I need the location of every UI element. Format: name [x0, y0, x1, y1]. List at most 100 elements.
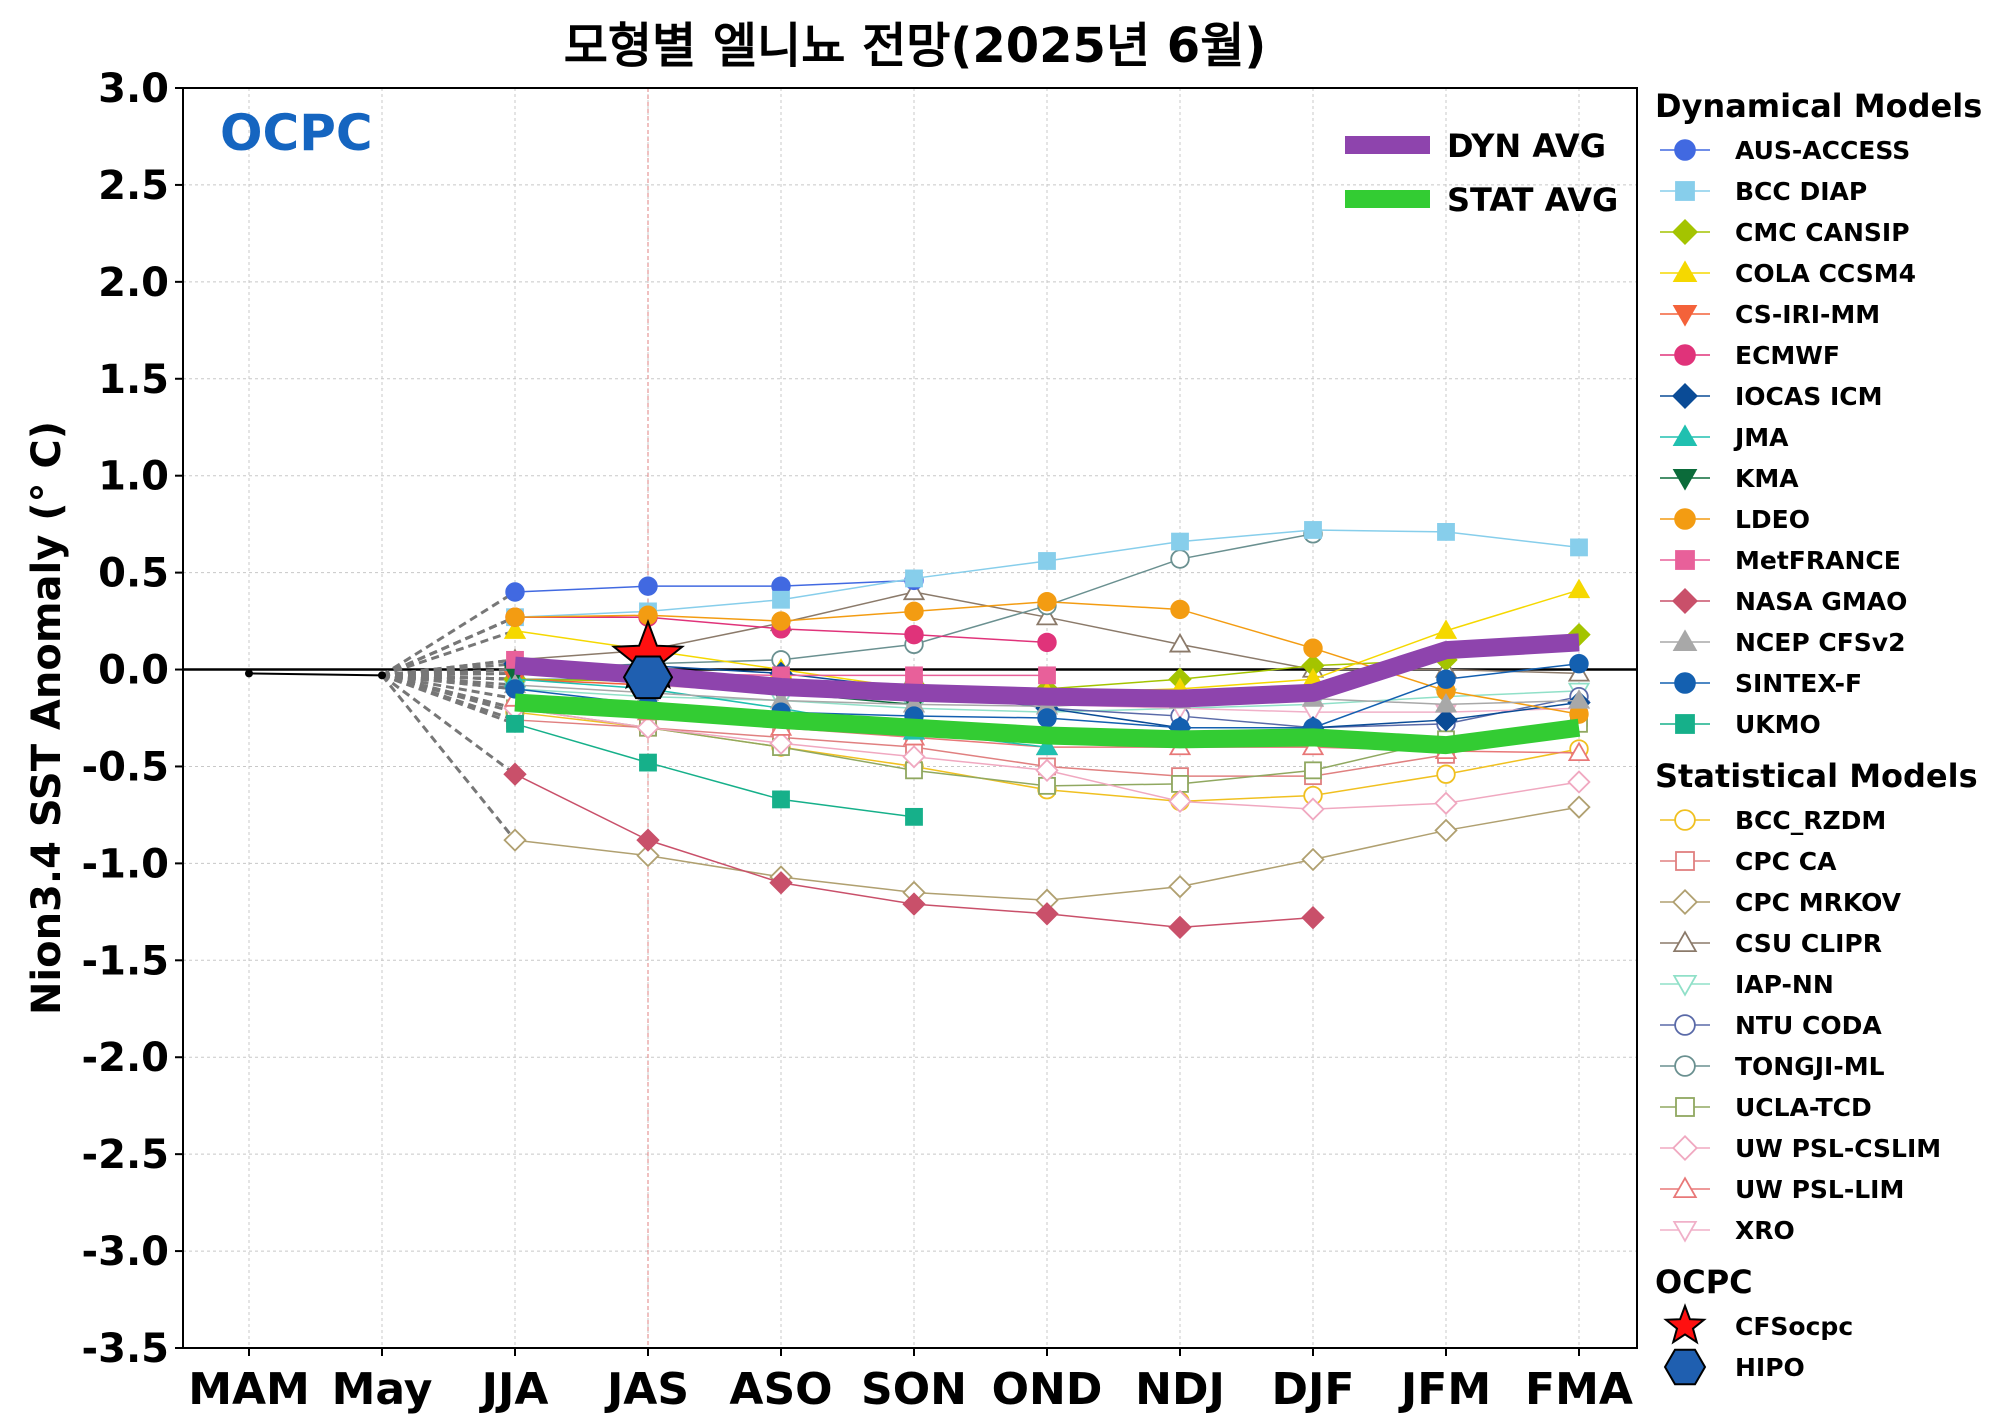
metfrance-point	[905, 666, 923, 685]
ecmwf-point	[1037, 632, 1057, 653]
forecast-connector	[381, 673, 516, 714]
sintex-f-legend-label: SINTEX-F	[1735, 669, 1862, 698]
hipo-legend-marker	[1663, 1348, 1707, 1386]
hipo-point	[622, 655, 674, 700]
nasa-gmao-point	[1168, 915, 1192, 940]
uw-psl-cslim-point	[1567, 770, 1591, 794]
ncep-cfsv2-point	[1434, 693, 1458, 713]
forecast-connector	[381, 671, 516, 677]
observed-line	[248, 672, 383, 677]
ocpc-logo: OCPC	[220, 104, 373, 162]
forecast-connector	[381, 673, 516, 722]
stat-avg-line	[514, 693, 1581, 755]
metfrance-legend-marker	[1675, 550, 1695, 570]
forecast-connector	[381, 673, 516, 687]
aus-access-line	[514, 579, 915, 593]
y-tick-label: 2.0	[98, 260, 169, 306]
nasa-gmao-point	[1301, 905, 1325, 930]
kma-legend-label: KMA	[1735, 464, 1799, 493]
uw-psl-cslim-point	[902, 745, 926, 769]
tongji-ml-legend-marker	[1674, 1055, 1696, 1077]
bcc-diap-point	[1304, 521, 1322, 539]
ukmo-legend-marker	[1675, 714, 1695, 734]
nasa-gmao-point	[769, 871, 793, 895]
ukmo-point	[772, 790, 790, 809]
iocas-icm-legend-label: IOCAS ICM	[1735, 382, 1883, 411]
ldeo-point	[904, 601, 924, 622]
y-tick-label: -0.5	[82, 744, 169, 790]
cfsocpc-legend-marker	[1663, 1303, 1707, 1345]
ucla-tcd-legend-marker	[1675, 1097, 1695, 1117]
cpc-mrkov-point	[503, 828, 527, 852]
uw-psl-lim-legend-label: UW PSL-LIM	[1735, 1175, 1904, 1204]
y-tick-label: 1.5	[98, 357, 169, 403]
uw-psl-lim-point	[1567, 741, 1591, 761]
aus-access-point	[505, 582, 525, 602]
bcc-rzdm-legend-marker	[1674, 809, 1696, 831]
y-tick-label: -2.5	[82, 1132, 169, 1178]
bcc-rzdm-point	[1436, 764, 1456, 784]
ukmo-series	[506, 714, 923, 826]
metfrance-point	[1038, 666, 1056, 685]
hipo-legend-label: HIPO	[1735, 1353, 1805, 1382]
sintex-f-point	[1436, 669, 1456, 689]
forecast-connector	[381, 615, 516, 677]
x-tick-label: FMA	[1525, 1364, 1633, 1415]
tongji-ml-legend-label: TONGJI-ML	[1735, 1052, 1885, 1081]
ukmo-legend-label: UKMO	[1735, 710, 1821, 739]
model-legend: Dynamical Models AUS-ACCESS BCC DIAP CMC CA…	[1655, 87, 1982, 1386]
kma-legend-marker	[1672, 468, 1698, 491]
nasa-gmao-legend-label: NASA GMAO	[1735, 587, 1907, 616]
y-tick-label: -3.0	[82, 1229, 169, 1275]
forecast-connector	[381, 658, 516, 677]
cola-ccsm4-point	[1567, 578, 1591, 599]
uw-psl-lim-legend-marker	[1672, 1176, 1698, 1198]
legend-header: Dynamical Models	[1655, 87, 1982, 125]
aus-access-series	[505, 570, 924, 602]
ntu-coda-legend-marker	[1674, 1014, 1696, 1036]
average-legend: DYN AVG STAT AVG	[1345, 127, 1618, 219]
csu-clipr-point	[1035, 605, 1059, 626]
bcc-diap-point	[1570, 538, 1588, 557]
x-tick-label: NDJ	[1135, 1364, 1225, 1415]
ldeo-legend-label: LDEO	[1735, 505, 1810, 534]
ucla-tcd-point	[1171, 775, 1189, 793]
ldeo-point	[771, 611, 791, 631]
aus-access-point	[638, 576, 658, 596]
ecmwf-point	[904, 624, 924, 645]
bcc-diap-point	[1038, 552, 1056, 570]
y-axis-label: Nion3.4 SST Anomaly (° C)	[24, 421, 70, 1015]
cmc-cansip-legend-label: CMC CANSIP	[1735, 218, 1910, 247]
cola-ccsm4-legend-marker	[1672, 260, 1698, 283]
bcc-diap-series	[506, 521, 1588, 627]
cpc-mrkov-legend-label: CPC MRKOV	[1735, 888, 1902, 917]
x-tick-label: JAS	[604, 1364, 689, 1415]
cpc-mrkov-point	[636, 843, 660, 868]
cpc-ca-legend-label: CPC CA	[1735, 847, 1837, 876]
avg-legend-label: DYN AVG	[1447, 127, 1606, 165]
jma-point	[1035, 735, 1059, 756]
cmc-cansip-legend-marker	[1672, 219, 1698, 245]
csu-clipr-legend-label: CSU CLIPR	[1735, 929, 1882, 958]
x-tick-label: JFM	[1398, 1364, 1491, 1415]
uw-psl-cslim-legend-label: UW PSL-CSLIM	[1735, 1134, 1941, 1163]
y-tick-label: -3.5	[82, 1326, 169, 1372]
uw-psl-cslim-point	[636, 716, 660, 740]
series-lines	[245, 521, 1591, 940]
ncep-cfsv2-legend-label: NCEP CFSv2	[1735, 628, 1906, 657]
legend-header: OCPC	[1655, 1263, 1753, 1301]
bcc-diap-legend-label: BCC DIAP	[1735, 177, 1867, 206]
ukmo-point	[905, 807, 923, 826]
bcc-diap-point	[772, 590, 790, 609]
y-tick-label: -2.0	[82, 1035, 169, 1081]
cpc-mrkov-legend-marker	[1672, 889, 1698, 915]
ldeo-point	[1303, 638, 1323, 658]
y-tick-label: 0.0	[98, 648, 169, 694]
cpc-mrkov-series	[503, 795, 1591, 912]
x-tick-label: JJA	[479, 1364, 549, 1415]
y-tick-label: 2.5	[98, 163, 169, 209]
cpc-mrkov-point	[1301, 847, 1325, 872]
cola-ccsm4-point	[1434, 619, 1458, 639]
ukmo-point	[506, 714, 524, 733]
